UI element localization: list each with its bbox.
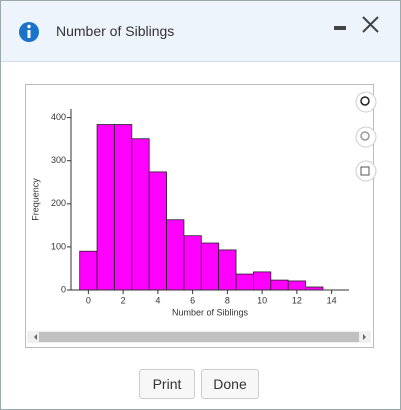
bar bbox=[183, 235, 202, 291]
popout-glyph bbox=[360, 166, 370, 176]
x-tick-label: 8 bbox=[225, 295, 230, 305]
x-tick-label: 14 bbox=[327, 295, 337, 305]
tool-icons bbox=[355, 91, 377, 182]
x-tick-label: 0 bbox=[86, 295, 91, 305]
x-axis-label: Number of Siblings bbox=[172, 307, 249, 317]
y-tick-label: 0 bbox=[61, 284, 66, 294]
popout[interactable] bbox=[355, 160, 377, 182]
x-tick-label: 4 bbox=[155, 295, 160, 305]
minimize-button[interactable] bbox=[334, 26, 346, 30]
dialog-header: Number of Siblings bbox=[1, 1, 400, 62]
bar bbox=[148, 171, 167, 291]
bar bbox=[287, 280, 306, 291]
bar bbox=[218, 249, 237, 291]
bar bbox=[166, 219, 185, 291]
print-button[interactable]: Print bbox=[139, 369, 195, 399]
chart: 0 100 200 300 400 0 2 4 6 8 10 12 14 Number of Siblin… bbox=[27, 91, 377, 343]
done-button[interactable]: Done bbox=[201, 369, 259, 399]
info-glyph bbox=[27, 30, 31, 38]
bar bbox=[114, 124, 133, 291]
scrollbar-thumb[interactable] bbox=[39, 332, 359, 342]
zoom-out-glyph bbox=[360, 131, 370, 141]
bar bbox=[131, 138, 150, 291]
bar bbox=[235, 273, 254, 291]
y-tick-label: 200 bbox=[51, 198, 66, 208]
dialog-title: Number of Siblings bbox=[56, 23, 175, 39]
bar bbox=[270, 279, 289, 291]
info-dot bbox=[27, 24, 31, 29]
bar bbox=[200, 242, 220, 291]
y-tick-label: 400 bbox=[51, 112, 66, 122]
y-tick-label: 300 bbox=[51, 155, 66, 165]
bar bbox=[96, 124, 115, 291]
zoom-out[interactable] bbox=[355, 126, 377, 148]
zoom-in[interactable] bbox=[355, 91, 377, 113]
y-tick-label: 100 bbox=[51, 241, 66, 251]
close-button[interactable] bbox=[362, 16, 379, 33]
chart-frame bbox=[25, 84, 374, 348]
bar bbox=[79, 250, 98, 291]
x-tick-label: 12 bbox=[292, 295, 302, 305]
x-tick-label: 10 bbox=[257, 295, 267, 305]
zoom-in-glyph bbox=[360, 96, 370, 106]
x-tick-label: 2 bbox=[121, 295, 126, 305]
bar bbox=[253, 271, 272, 291]
x-tick-label: 6 bbox=[190, 295, 195, 305]
y-axis-label: Frequency bbox=[30, 178, 40, 221]
header-icons bbox=[19, 16, 379, 42]
